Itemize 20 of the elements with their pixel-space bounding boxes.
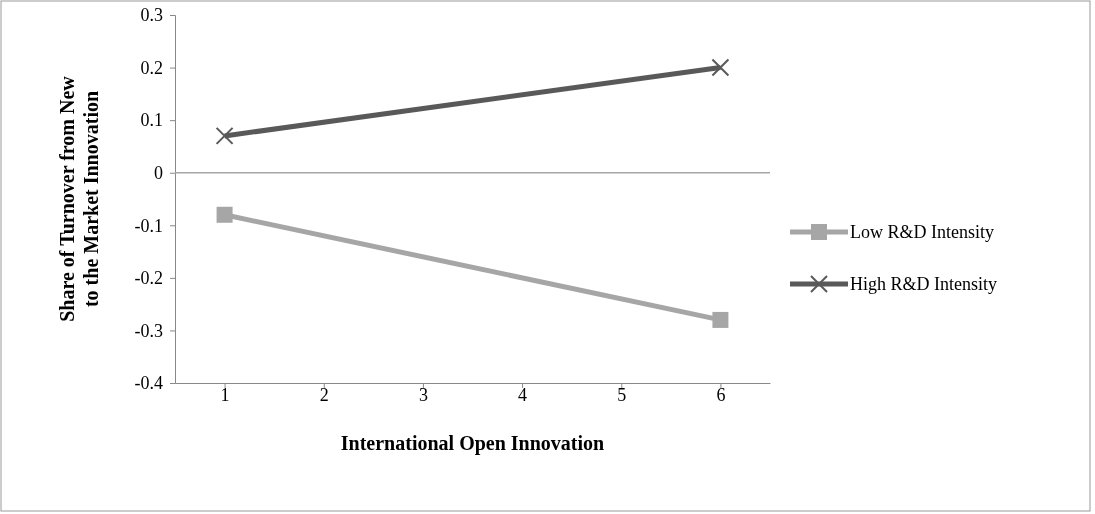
y-tick-label: 0.3 xyxy=(140,5,163,26)
point xyxy=(711,58,730,77)
x-axis-title: International Open Innovation xyxy=(340,432,605,455)
legend-label: Low R&D Intensity xyxy=(850,222,994,242)
y-tick-label: -0.4 xyxy=(134,373,163,394)
y-axis-title: Share of Turnover from New to the Market Innovation xyxy=(56,75,102,322)
legend-label: High R&D Intensity xyxy=(850,274,997,294)
y-tick-label: -0.1 xyxy=(134,215,163,236)
y-tick-label: -0.2 xyxy=(134,268,163,289)
x-tick-label: 4 xyxy=(518,385,528,405)
x-tick-label: 6 xyxy=(716,385,726,405)
y-tick-label: 0 xyxy=(154,162,163,183)
y-tick-label: -0.3 xyxy=(134,320,163,341)
x-tick-label: 1 xyxy=(220,385,230,405)
y-tick-label: 0.2 xyxy=(140,57,163,78)
x-tick-label: 2 xyxy=(319,385,329,405)
x-tick-label: 5 xyxy=(617,385,627,405)
y-tick-label: 0.1 xyxy=(140,110,163,131)
point xyxy=(215,126,234,145)
x-tick-label: 3 xyxy=(418,385,428,405)
